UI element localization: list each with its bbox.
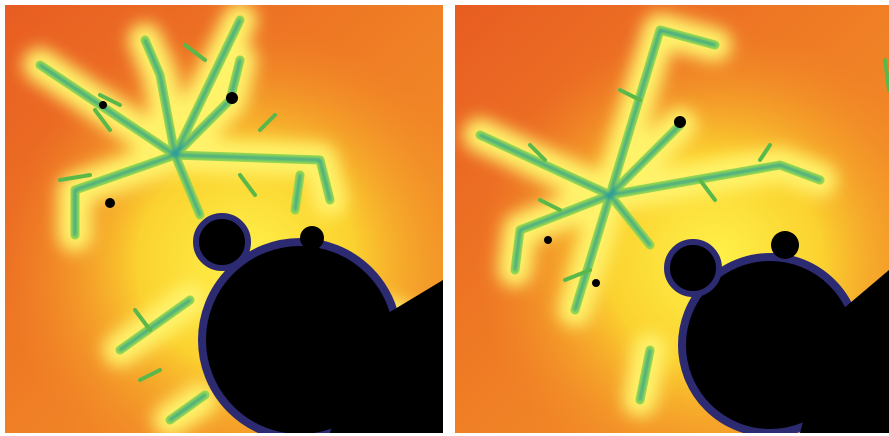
fractal-images <box>0 0 889 436</box>
right-fractal <box>455 5 889 433</box>
left-fractal <box>5 5 443 436</box>
page: (() => { const data = JSON.parse(documen… <box>0 0 889 436</box>
